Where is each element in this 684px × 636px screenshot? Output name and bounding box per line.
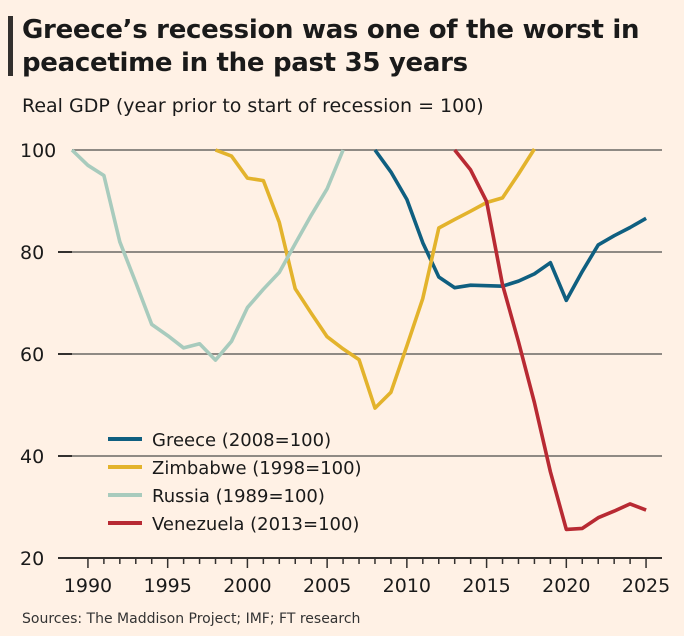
- x-tick-label: 1995: [143, 575, 191, 597]
- series-line-3: [453, 148, 647, 532]
- y-tick-label: 20: [20, 548, 44, 570]
- y-tick-label: 60: [20, 344, 44, 366]
- y-tick-label: 80: [20, 242, 44, 264]
- y-tick-label: 100: [20, 140, 56, 162]
- legend: Greece (2008=100) Zimbabwe (1998=100) Russ…: [108, 430, 362, 535]
- x-tick-label: 2005: [303, 575, 351, 597]
- legend-label-1: Zimbabwe (1998=100): [152, 458, 362, 479]
- x-axis: 1990 1995 2000 2005 2010 2015 2020 2025: [64, 558, 670, 597]
- series-line-2: [70, 148, 345, 362]
- x-tick-label: 2015: [462, 575, 510, 597]
- x-tick-label: 1990: [64, 575, 112, 597]
- chart-title: Greece’s recession was one of the worst …: [22, 15, 640, 78]
- source-note: Sources: The Maddison Project; IMF; FT r…: [22, 611, 361, 627]
- x-tick-label: 2020: [542, 575, 590, 597]
- y-tick-label: 40: [20, 446, 44, 468]
- legend-label-0: Greece (2008=100): [152, 430, 331, 451]
- legend-label-3: Venezuela (2013=100): [152, 514, 359, 535]
- x-tick-label: 2025: [622, 575, 670, 597]
- series-line-0: [373, 148, 647, 303]
- x-tick-label: 2010: [383, 575, 431, 597]
- series-lines: [70, 148, 647, 532]
- x-tick-label: 2000: [223, 575, 271, 597]
- grid-lines: 20 40 60 80 100: [20, 140, 662, 570]
- series-line-1: [214, 148, 536, 410]
- chart-subtitle: Real GDP (year prior to start of recessi…: [22, 95, 484, 117]
- legend-label-2: Russia (1989=100): [152, 486, 325, 507]
- title-accent-bar: [8, 16, 13, 76]
